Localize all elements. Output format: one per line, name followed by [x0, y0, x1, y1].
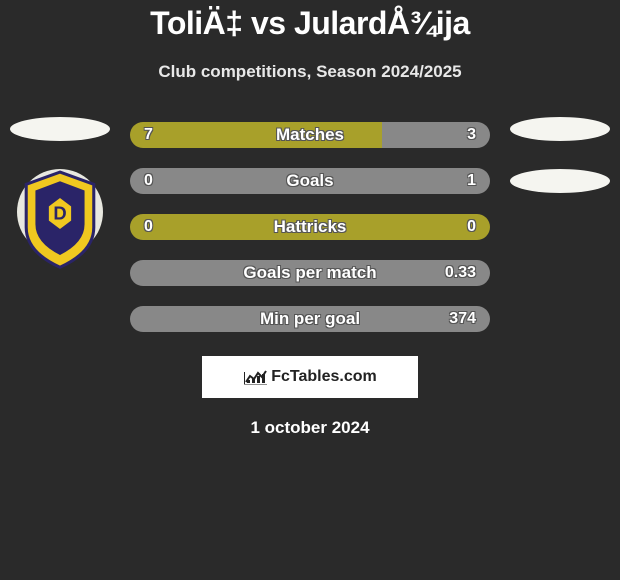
stat-value-left: 0	[144, 218, 153, 236]
stat-value-right: 1	[467, 172, 476, 190]
right-badge-column	[510, 117, 610, 221]
title-separator: vs	[251, 5, 286, 41]
stat-label: Matches	[276, 125, 344, 145]
stat-row: Hattricks 0 0	[130, 214, 490, 240]
stat-value-right: 0.33	[445, 264, 476, 282]
bar-left	[130, 122, 382, 148]
stat-label: Goals per match	[243, 263, 376, 283]
stat-value-right: 3	[467, 126, 476, 144]
player2-badge-placeholder-1	[510, 117, 610, 141]
page-title: ToliÄ‡ vs JulardÅ¾ija	[0, 5, 620, 42]
footer-attribution: FcTables.com	[202, 356, 418, 398]
player2-badge-placeholder-2	[510, 169, 610, 193]
stat-row: Goals per match 0.33	[130, 260, 490, 286]
stat-value-right: 374	[449, 310, 476, 328]
svg-text:D: D	[53, 203, 66, 224]
stat-label: Hattricks	[274, 217, 347, 237]
stat-row: Goals 0 1	[130, 168, 490, 194]
stat-row: Matches 7 3	[130, 122, 490, 148]
stat-value-left: 7	[144, 126, 153, 144]
stat-value-right: 0	[467, 218, 476, 236]
left-badge-column: D	[10, 117, 110, 255]
player1-name: ToliÄ‡	[150, 5, 242, 41]
stat-label: Min per goal	[260, 309, 360, 329]
stat-row: Min per goal 374	[130, 306, 490, 332]
subtitle: Club competitions, Season 2024/2025	[0, 62, 620, 82]
date-line: 1 october 2024	[0, 418, 620, 438]
stat-label: Goals	[286, 171, 333, 191]
stat-value-left: 0	[144, 172, 153, 190]
footer-text: FcTables.com	[271, 368, 377, 386]
chart-icon	[243, 369, 267, 385]
player1-club-crest: D	[17, 169, 103, 255]
player2-name: JulardÅ¾ija	[294, 5, 470, 41]
stat-rows: Matches 7 3 Goals 0 1 Hattricks 0 0 Goals per mat…	[130, 122, 490, 332]
stats-area: D Matches 7 3 Goals 0 1 Hattricks 0 0 Goals per m…	[0, 122, 620, 332]
crest-shield-icon: D	[17, 169, 103, 270]
player1-badge-placeholder	[10, 117, 110, 141]
